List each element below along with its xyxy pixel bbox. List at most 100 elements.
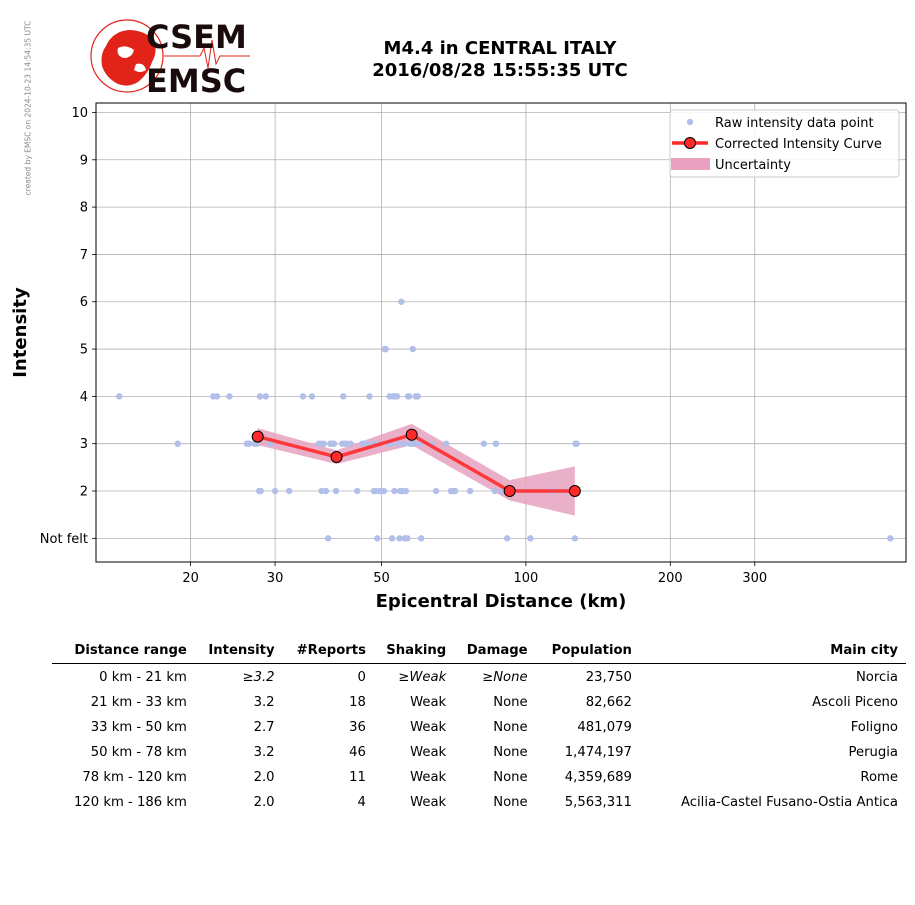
table-cell: 0 km - 21 km xyxy=(99,670,187,685)
legend-raw-marker xyxy=(686,118,694,126)
legend-entry-raw: Raw intensity data point xyxy=(715,116,874,131)
raw-point xyxy=(402,487,410,495)
table-cell: 23,750 xyxy=(585,670,632,685)
raw-point xyxy=(442,440,450,447)
raw-point xyxy=(480,440,487,447)
raw-point xyxy=(262,393,270,400)
table-cell: None xyxy=(493,795,528,810)
raw-point xyxy=(573,440,580,447)
raw-point xyxy=(498,487,505,495)
table-header-cell: Intensity xyxy=(194,642,283,664)
table-header-cell: Distance range xyxy=(52,642,195,664)
y-tick-label: 6 xyxy=(80,295,88,310)
table-cell: Weak xyxy=(410,745,447,760)
table-row: 0 km - 21 km ≥3.2 0 ≥Weak ≥None 23,750 Norcia xyxy=(52,664,906,690)
raw-point xyxy=(404,535,411,542)
table-cell: 2.0 xyxy=(253,795,275,810)
raw-point xyxy=(396,535,403,542)
raw-point xyxy=(571,535,579,542)
y-axis-label: Intensity xyxy=(10,287,31,378)
raw-point xyxy=(418,535,425,542)
table-cell: 2.7 xyxy=(253,720,275,735)
legend-box xyxy=(669,109,900,178)
raw-point xyxy=(266,440,274,447)
table-cell: 3.2 xyxy=(253,745,275,760)
raw-point xyxy=(332,487,340,495)
table-cell: ≥Weak xyxy=(398,670,447,685)
x-tick-label: 20 xyxy=(182,571,199,586)
curve-point xyxy=(251,430,264,443)
raw-point xyxy=(398,298,405,305)
legend-curve-marker xyxy=(684,137,696,149)
raw-point xyxy=(339,393,347,400)
raw-point xyxy=(174,440,181,447)
raw-point xyxy=(451,487,459,495)
raw-point xyxy=(395,440,402,447)
x-tick-label: 30 xyxy=(267,571,284,586)
x-axis-label: Epicentral Distance (km) xyxy=(376,591,627,612)
table-header-cell: Shaking xyxy=(373,642,455,664)
table-cell: 4,359,689 xyxy=(564,770,632,785)
raw-point xyxy=(308,393,316,400)
table-cell: 21 km - 33 km xyxy=(90,695,187,710)
table-header-cell: Population xyxy=(535,642,640,664)
table-cell: 33 km - 50 km xyxy=(90,720,187,735)
table-cell: 50 km - 78 km xyxy=(90,745,187,760)
emsc-logo: CSEM EMSC xyxy=(90,18,250,100)
table-cell: 11 xyxy=(349,770,366,785)
plot-frame xyxy=(95,102,907,563)
table-cell: Weak xyxy=(410,770,447,785)
legend: Raw intensity data point Corrected Intens… xyxy=(669,109,900,178)
raw-point xyxy=(393,393,401,400)
table-row: 50 km - 78 km 3.2 46 Weak None 1,474,197 Perug… xyxy=(52,739,906,764)
raw-point xyxy=(491,487,498,495)
table-cell: Weak xyxy=(410,795,447,810)
y-tick-label: 7 xyxy=(80,248,88,263)
raw-point xyxy=(887,535,894,542)
legend-uncertainty-swatch xyxy=(671,158,710,170)
table-cell: 0 xyxy=(357,670,366,685)
table-cell: ≥None xyxy=(482,670,528,685)
table-cell: Ascoli Piceno xyxy=(812,695,898,710)
table-row: 21 km - 33 km 3.2 18 Weak None 82,662 Ascoli P… xyxy=(52,689,906,714)
raw-point xyxy=(271,487,279,495)
table-cell: ≥3.2 xyxy=(242,670,275,685)
raw-point xyxy=(347,440,354,447)
y-tick-label: 5 xyxy=(80,343,88,358)
x-tick-label: 100 xyxy=(513,571,538,586)
raw-point xyxy=(466,487,474,495)
table-header-row: Distance range Intensity #Reports Shaking Da… xyxy=(52,642,906,664)
y-tick-label: Not felt xyxy=(40,532,88,547)
y-tick-label: 10 xyxy=(71,106,88,121)
table-cell: 46 xyxy=(349,745,366,760)
y-tick-label: 8 xyxy=(80,201,88,216)
raw-point xyxy=(362,440,370,447)
raw-point xyxy=(374,535,381,542)
raw-point xyxy=(318,487,325,495)
raw-point xyxy=(391,487,398,495)
table-cell: None xyxy=(493,695,528,710)
raw-point xyxy=(322,487,330,495)
y-tick-label: 9 xyxy=(80,153,88,168)
table-cell: Weak xyxy=(410,695,447,710)
legend-entry-curve: Corrected Intensity Curve xyxy=(715,137,882,152)
table-cell: 78 km - 120 km xyxy=(82,770,187,785)
raw-point xyxy=(388,535,396,542)
table-cell: 5,563,311 xyxy=(564,795,632,810)
table-cell: Acilia-Castel Fusano-Ostia Antica xyxy=(680,795,898,810)
x-tick-label: 300 xyxy=(742,571,767,586)
y-tick-label: 2 xyxy=(80,485,88,500)
raw-point xyxy=(503,535,511,542)
table-cell: 2.0 xyxy=(253,770,275,785)
table-row: 78 km - 120 km 2.0 11 Weak None 4,359,689 Rome xyxy=(52,764,906,789)
title-line-2: 2016/08/28 15:55:35 UTC xyxy=(372,60,628,81)
raw-point xyxy=(324,535,332,542)
y-tick-label: 3 xyxy=(80,437,88,452)
legend-entry-uncertainty: Uncertainty xyxy=(715,158,791,173)
raw-point xyxy=(400,440,407,447)
table-cell: Weak xyxy=(410,720,447,735)
table-body: 0 km - 21 km ≥3.2 0 ≥Weak ≥None 23,750 Norcia 2… xyxy=(52,664,906,815)
table-cell: 3.2 xyxy=(253,695,275,710)
raw-point xyxy=(380,487,388,495)
raw-point xyxy=(320,440,327,447)
